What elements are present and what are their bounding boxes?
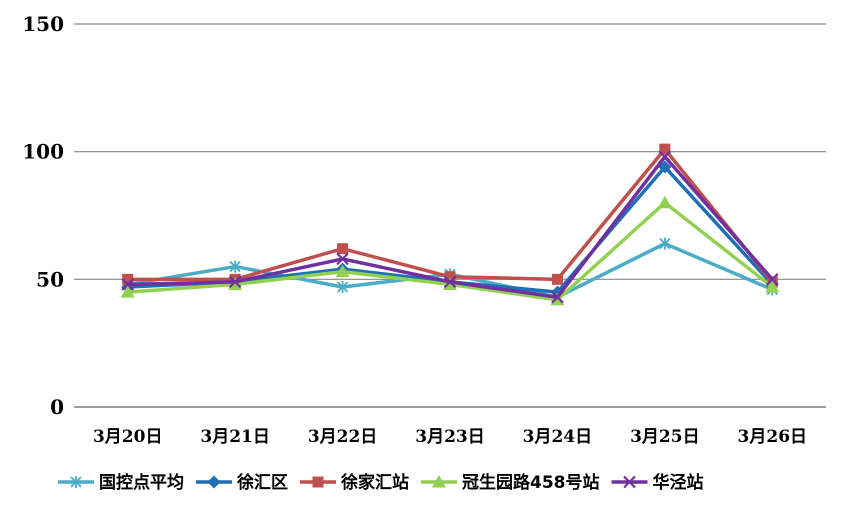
data-point: [551, 273, 563, 285]
data-point: [444, 271, 456, 283]
legend-label: 国控点平均: [99, 472, 184, 493]
data-point: [122, 273, 134, 285]
data-point: [659, 237, 671, 250]
legend-item: 徐家汇站: [300, 472, 409, 493]
legend: 国控点平均 徐汇区 徐家汇站 冠生园路458号站 华泾站: [58, 472, 704, 493]
x-axis-ticks: 3月20日 3月21日 3月22日 3月23日 3月24日 3月25日 3月26日: [93, 427, 807, 447]
data-point: [335, 264, 350, 278]
data-point: [766, 273, 779, 286]
grid-layer: [74, 23, 826, 408]
data-point: [658, 150, 672, 164]
legend-item: 徐汇区: [196, 472, 288, 493]
legend-item: 华泾站: [611, 472, 704, 493]
data-point: [657, 195, 672, 209]
legend-label: 冠生园路458号站: [462, 472, 600, 493]
x-tick-label: 3月25日: [630, 427, 700, 447]
series-0: [122, 237, 778, 304]
y-tick-label: 0: [50, 395, 64, 419]
legend-marker: [70, 476, 82, 488]
data-point: [121, 278, 134, 291]
legend-marker: [207, 475, 221, 489]
legend-marker: [432, 475, 446, 488]
series-4: [121, 150, 779, 304]
series-layer: [120, 143, 780, 306]
x-tick-label: 3月24日: [523, 427, 593, 447]
data-point: [336, 280, 349, 293]
y-tick-label: 150: [22, 12, 64, 36]
data-point: [443, 275, 457, 289]
y-axis-ticks: 0 50 100 150: [22, 12, 64, 419]
data-point: [120, 285, 135, 298]
x-tick-label: 3月20日: [93, 427, 163, 447]
x-tick-label: 3月21日: [200, 427, 270, 447]
x-tick-label: 3月26日: [738, 427, 808, 447]
x-tick-label: 3月23日: [415, 427, 485, 447]
data-point: [659, 143, 671, 155]
legend-marker: [623, 475, 636, 489]
x-tick-label: 3月22日: [308, 427, 378, 447]
data-point: [228, 275, 242, 289]
data-point: [551, 290, 564, 304]
legend-label: 徐汇区: [236, 472, 288, 493]
legend-item: 冠生园路458号站: [421, 472, 600, 493]
data-point: [336, 252, 349, 266]
data-point: [765, 279, 780, 293]
legend-item: 国控点平均: [58, 472, 184, 493]
legend-label: 华泾站: [653, 472, 704, 493]
y-tick-label: 100: [22, 140, 64, 164]
data-point: [229, 260, 241, 273]
data-point: [337, 243, 349, 255]
legend-marker: [312, 476, 324, 488]
legend-label: 徐家汇站: [340, 472, 409, 493]
y-tick-label: 50: [36, 267, 64, 291]
